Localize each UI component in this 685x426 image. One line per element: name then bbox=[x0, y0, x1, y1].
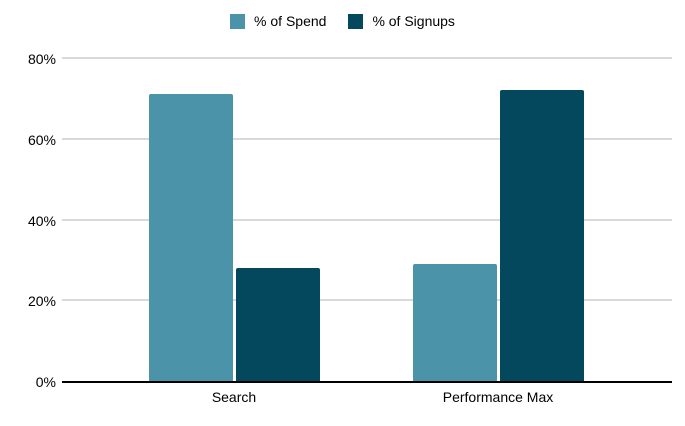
gridline-40 bbox=[62, 218, 672, 221]
gridline-80 bbox=[62, 57, 672, 59]
bar-performance-max-of-signups bbox=[499, 90, 584, 381]
legend-swatch-signups bbox=[348, 13, 364, 29]
legend-label-spend: % of Spend bbox=[254, 13, 327, 29]
legend-item-spend: % of Spend bbox=[230, 13, 326, 29]
legend-swatch-spend bbox=[230, 13, 246, 29]
y-tick-label-60: 60% bbox=[27, 131, 56, 148]
legend-label-signups: % of Signups bbox=[372, 13, 455, 29]
x-category-label-performance-max: Performance Max bbox=[442, 389, 554, 405]
gridline-60 bbox=[62, 137, 672, 140]
bar-search-of-spend bbox=[148, 94, 233, 381]
legend-item-signups: % of Signups bbox=[348, 13, 455, 29]
y-tick-label-20: 20% bbox=[27, 293, 56, 310]
x-category-label-search: Search bbox=[211, 389, 257, 405]
plot-area bbox=[62, 57, 672, 383]
y-tick-label-0: 0% bbox=[35, 374, 56, 390]
gridline-20 bbox=[62, 299, 672, 302]
chart-legend: % of Spend % of Signups bbox=[0, 13, 685, 29]
y-tick-label-40: 40% bbox=[27, 212, 56, 229]
y-tick-label-80: 80% bbox=[27, 51, 56, 67]
bar-performance-max-of-spend bbox=[412, 263, 497, 381]
bar-search-of-signups bbox=[235, 267, 320, 381]
